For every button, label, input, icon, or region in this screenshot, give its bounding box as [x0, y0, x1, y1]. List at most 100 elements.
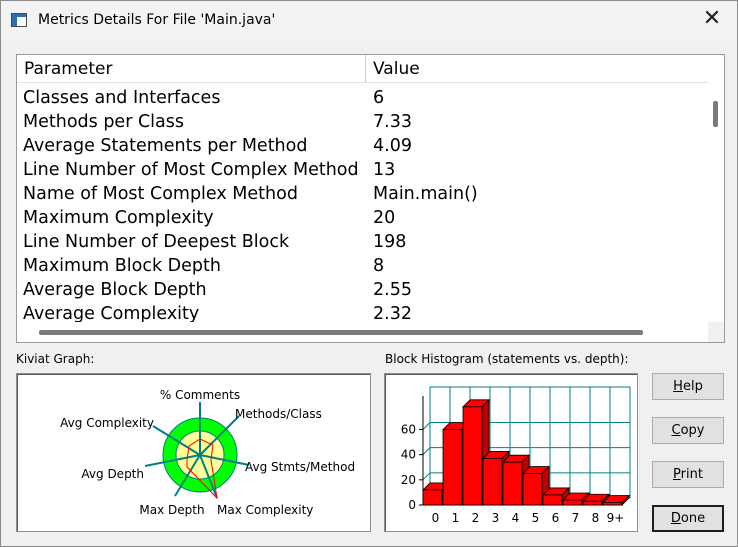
value-cell: 2.32	[373, 304, 412, 322]
histogram-bar	[462, 406, 483, 506]
table-row[interactable]: Average Block Depth 2.55	[17, 278, 709, 302]
kiviat-axis-label: Methods/Class	[235, 407, 322, 421]
kiviat-spoke	[199, 454, 218, 499]
histogram-grid-diag	[422, 422, 431, 430]
kiviat-spoke	[152, 425, 201, 456]
kiviat-axis-label: Avg Stmts/Method	[245, 460, 355, 474]
kiviat-spoke	[144, 454, 201, 467]
value-cell: 13	[373, 160, 396, 180]
histogram-label: Block Histogram (statements vs. depth):	[385, 352, 629, 366]
help-rest: elp	[682, 379, 703, 394]
value-cell: 198	[373, 232, 407, 252]
parameter-cell: Maximum Block Depth	[23, 256, 221, 276]
horizontal-scroll-thumb[interactable]	[39, 330, 643, 335]
parameter-cell: Maximum Complexity	[23, 208, 214, 228]
histogram-xtick-label: 1	[452, 511, 460, 525]
vertical-scrollbar[interactable]	[708, 83, 724, 323]
histogram-xtick-label: 0	[432, 511, 440, 525]
kiviat-spoke	[199, 415, 240, 456]
print-accel: P	[673, 467, 681, 482]
histogram-ytick-label: 40	[401, 448, 416, 462]
value-cell: 2.55	[373, 280, 412, 300]
parameter-cell: Methods per Class	[23, 112, 184, 132]
kiviat-label: Kiviat Graph:	[16, 352, 95, 366]
histogram-xtick-label: 8	[592, 511, 600, 525]
close-icon[interactable]: ✕	[702, 6, 722, 31]
histogram-bar	[522, 473, 543, 506]
table-body: Classes and Interfaces 6 Methods per Class…	[17, 86, 709, 322]
parameter-cell: Average Block Depth	[23, 280, 207, 300]
scrollbar-corner	[708, 322, 724, 342]
value-cell: Main.main()	[373, 184, 478, 204]
histogram-ytick-label: 20	[401, 473, 416, 487]
column-header-value[interactable]: Value	[373, 59, 420, 79]
kiviat-spoke	[199, 454, 250, 466]
histogram-xtick-label: 2	[472, 511, 480, 525]
histogram-ytick-label: 60	[401, 422, 416, 436]
table-row[interactable]: Average Complexity 2.32	[17, 302, 709, 322]
table-row[interactable]: Name of Most Complex Method Main.main()	[17, 182, 709, 206]
kiviat-graph: % Comments Methods/Class Avg Stmts/Method M…	[16, 373, 371, 532]
value-cell: 4.09	[373, 136, 412, 156]
histogram-bar	[602, 502, 623, 506]
table-row[interactable]: Maximum Complexity 20	[17, 206, 709, 230]
vertical-scroll-thumb[interactable]	[713, 101, 718, 127]
histogram-bar	[542, 494, 563, 506]
kiviat-axis-label: Max Complexity	[217, 503, 313, 517]
table-header: Parameter Value	[17, 55, 709, 83]
kiviat-spoke	[174, 454, 201, 497]
histogram-bar	[582, 500, 603, 506]
metrics-table[interactable]: Parameter Value Classes and Interfaces 6 M…	[16, 54, 725, 343]
copy-accel: C	[671, 423, 681, 438]
table-row[interactable]: Line Number of Most Complex Method 13	[17, 158, 709, 182]
kiviat-axis-label: % Comments	[160, 388, 240, 402]
copy-button[interactable]: Copy	[652, 417, 724, 444]
done-rest: one	[680, 511, 706, 526]
kiviat-axis-label: Max Depth	[139, 503, 204, 517]
table-row[interactable]: Average Statements per Method 4.09	[17, 134, 709, 158]
parameter-cell: Classes and Interfaces	[23, 88, 221, 108]
window-title: Metrics Details For File 'Main.java'	[38, 12, 276, 28]
parameter-cell: Average Statements per Method	[23, 136, 308, 156]
histogram-bar	[482, 458, 503, 506]
block-histogram: 0 20 40 60 0 1 2 3 4 5 6 7 8 9+	[384, 373, 638, 532]
horizontal-scrollbar[interactable]	[17, 322, 709, 342]
value-cell: 6	[373, 88, 385, 108]
window-icon	[11, 13, 27, 27]
done-button[interactable]: Done	[652, 505, 724, 532]
table-row[interactable]: Classes and Interfaces 6	[17, 86, 709, 110]
print-button[interactable]: Print	[652, 461, 724, 488]
kiviat-svg: % Comments Methods/Class Avg Stmts/Method M…	[60, 388, 355, 517]
help-accel: H	[673, 379, 683, 394]
done-accel: D	[670, 511, 681, 526]
histogram-xtick-label: 5	[532, 511, 540, 525]
column-header-parameter[interactable]: Parameter	[17, 55, 366, 83]
histogram-xtick-label: 9+	[607, 511, 625, 525]
histogram-bar	[562, 499, 583, 506]
kiviat-axis-label: Avg Depth	[81, 467, 144, 481]
parameter-cell: Line Number of Deepest Block	[23, 232, 290, 252]
value-cell: 20	[373, 208, 396, 228]
histogram-xtick-label: 3	[492, 511, 500, 525]
kiviat-data-polygon	[186, 438, 218, 500]
print-rest: rint	[680, 467, 703, 482]
histogram-grid-diag	[422, 447, 431, 456]
copy-rest: opy	[680, 423, 705, 438]
value-cell: 7.33	[373, 112, 412, 132]
parameter-cell: Name of Most Complex Method	[23, 184, 298, 204]
table-row[interactable]: Line Number of Deepest Block 198	[17, 230, 709, 254]
histogram-bar	[502, 461, 523, 506]
help-button[interactable]: Help	[652, 373, 724, 400]
histogram-xtick-label: 4	[512, 511, 520, 525]
histogram-grid-diag	[422, 472, 431, 481]
title-bar[interactable]: Metrics Details For File 'Main.java' ✕	[1, 1, 737, 41]
table-row[interactable]: Maximum Block Depth 8	[17, 254, 709, 278]
table-row[interactable]: Methods per Class 7.33	[17, 110, 709, 134]
value-cell: 8	[373, 256, 385, 276]
histogram-bar	[422, 489, 443, 506]
histogram-ytick-label: 0	[408, 498, 416, 512]
histogram-bar	[442, 429, 463, 506]
histogram-xtick-label: 6	[552, 511, 560, 525]
